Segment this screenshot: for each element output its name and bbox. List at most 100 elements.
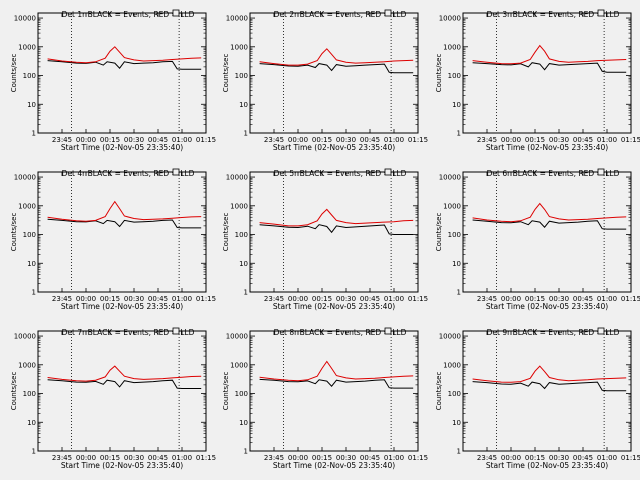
y-tick-label: 100 <box>235 390 248 398</box>
y-tick-label: 10000 <box>226 174 248 182</box>
y-tick-label: 1000 <box>443 361 461 369</box>
plot-title: Det 8r BLACK = Events, RED = LLD <box>274 328 407 337</box>
x-axis-label: Start Time (02-Nov-05 23:35:40) <box>486 143 608 152</box>
lld-rate-line <box>259 208 414 227</box>
y-tick-label: 100 <box>23 390 36 398</box>
detector-plot-4: Det 4r BLACK = Events, RED = LLD 1 10 100 10… <box>10 168 216 311</box>
plot-frame <box>37 330 207 452</box>
x-tick-label: 01:15 <box>621 454 640 462</box>
y-tick-label: 10 <box>452 419 461 427</box>
y-tick-label: 1 <box>244 448 248 456</box>
lld-rate-line <box>259 360 414 382</box>
x-tick-label: 01:15 <box>408 454 428 462</box>
x-tick-label: 00:45 <box>148 454 168 462</box>
x-tick-label: 00:45 <box>360 454 380 462</box>
lld-rate-line <box>47 46 202 64</box>
x-tick-label: 01:00 <box>384 454 404 462</box>
y-tick-label: 10 <box>27 419 36 427</box>
plot-frame <box>37 171 207 293</box>
legend-marker <box>384 168 392 176</box>
x-tick-label: 00:15 <box>525 295 545 303</box>
y-tick-label: 10000 <box>439 174 461 182</box>
detector-plot-2: Det 2r BLACK = Events, RED = LLD 1 10 100 10… <box>222 9 428 152</box>
x-axis-label: Start Time (02-Nov-05 23:35:40) <box>486 461 608 470</box>
x-tick-label: 00:00 <box>501 295 521 303</box>
x-tick-label: 01:00 <box>384 295 404 303</box>
x-tick-label: 23:45 <box>264 295 284 303</box>
x-tick-label: 00:30 <box>336 454 356 462</box>
y-axis-label: Counts/sec <box>222 372 230 411</box>
x-tick-label: 00:00 <box>288 454 308 462</box>
y-axis-label: Counts/sec <box>435 54 443 93</box>
plot-title: Det 7r BLACK = Events, RED = LLD <box>62 328 195 337</box>
y-tick-label: 1000 <box>230 202 248 210</box>
x-tick-label: 01:00 <box>597 136 617 144</box>
plot-frame <box>249 171 419 293</box>
x-tick-label: 00:30 <box>549 295 569 303</box>
y-axis-label: Counts/sec <box>222 213 230 252</box>
plot-frame <box>37 12 207 134</box>
y-tick-label: 1 <box>457 130 461 138</box>
x-axis-label: Start Time (02-Nov-05 23:35:40) <box>273 143 395 152</box>
x-tick-label: 00:15 <box>312 295 332 303</box>
x-tick-label: 00:45 <box>148 136 168 144</box>
y-axis-label: Counts/sec <box>10 54 18 93</box>
lld-rate-line <box>472 44 627 65</box>
x-tick-label: 01:15 <box>621 136 640 144</box>
x-tick-label: 00:30 <box>124 454 144 462</box>
y-tick-label: 1 <box>244 289 248 297</box>
plot-title: Det 4r BLACK = Events, RED = LLD <box>62 169 195 178</box>
x-tick-label: 01:00 <box>172 136 192 144</box>
events-rate-line <box>47 60 202 70</box>
events-rate-line <box>47 379 202 389</box>
plot-title: Det 2r BLACK = Events, RED = LLD <box>274 10 407 19</box>
detector-plot-1: Det 1r BLACK = Events, RED = LLD 1 10 100 10… <box>10 9 216 152</box>
x-tick-label: 23:45 <box>52 454 72 462</box>
y-tick-label: 10 <box>452 101 461 109</box>
x-tick-label: 01:15 <box>408 136 428 144</box>
y-tick-label: 10 <box>239 260 248 268</box>
events-rate-line <box>472 62 627 73</box>
y-tick-label: 10 <box>27 260 36 268</box>
x-tick-label: 00:15 <box>312 136 332 144</box>
detector-plot-8: Det 8r BLACK = Events, RED = LLD 1 10 100 10… <box>222 327 428 470</box>
x-tick-label: 01:15 <box>196 136 216 144</box>
x-tick-label: 00:30 <box>549 136 569 144</box>
detector-plot-3: Det 3r BLACK = Events, RED = LLD 1 10 100 10… <box>435 9 640 152</box>
x-tick-label: 01:15 <box>196 454 216 462</box>
legend-marker <box>172 327 180 335</box>
y-tick-label: 10000 <box>226 333 248 341</box>
lld-rate-line <box>259 48 414 66</box>
x-tick-label: 00:15 <box>525 136 545 144</box>
events-rate-line <box>259 224 414 235</box>
x-tick-label: 01:00 <box>172 454 192 462</box>
x-axis-label: Start Time (02-Nov-05 23:35:40) <box>273 302 395 311</box>
y-tick-label: 1 <box>457 448 461 456</box>
y-tick-label: 10000 <box>439 15 461 23</box>
x-tick-label: 00:30 <box>549 454 569 462</box>
x-tick-label: 00:15 <box>100 454 120 462</box>
x-tick-label: 23:45 <box>477 136 497 144</box>
x-tick-label: 00:45 <box>573 454 593 462</box>
events-rate-line <box>259 378 414 389</box>
x-tick-label: 00:45 <box>360 136 380 144</box>
y-tick-label: 10000 <box>439 333 461 341</box>
x-tick-label: 00:15 <box>100 136 120 144</box>
y-tick-label: 10000 <box>14 174 36 182</box>
legend-marker <box>384 327 392 335</box>
y-tick-label: 100 <box>23 72 36 80</box>
y-axis-label: Counts/sec <box>222 54 230 93</box>
x-tick-label: 00:30 <box>124 295 144 303</box>
plot-frame <box>249 330 419 452</box>
x-tick-label: 23:45 <box>264 136 284 144</box>
x-tick-label: 00:30 <box>336 295 356 303</box>
y-tick-label: 10 <box>452 260 461 268</box>
x-tick-label: 00:45 <box>573 295 593 303</box>
x-axis-label: Start Time (02-Nov-05 23:35:40) <box>61 461 183 470</box>
x-tick-label: 01:15 <box>196 295 216 303</box>
x-tick-label: 23:45 <box>477 295 497 303</box>
events-rate-line <box>472 381 627 392</box>
y-tick-label: 1000 <box>18 361 36 369</box>
